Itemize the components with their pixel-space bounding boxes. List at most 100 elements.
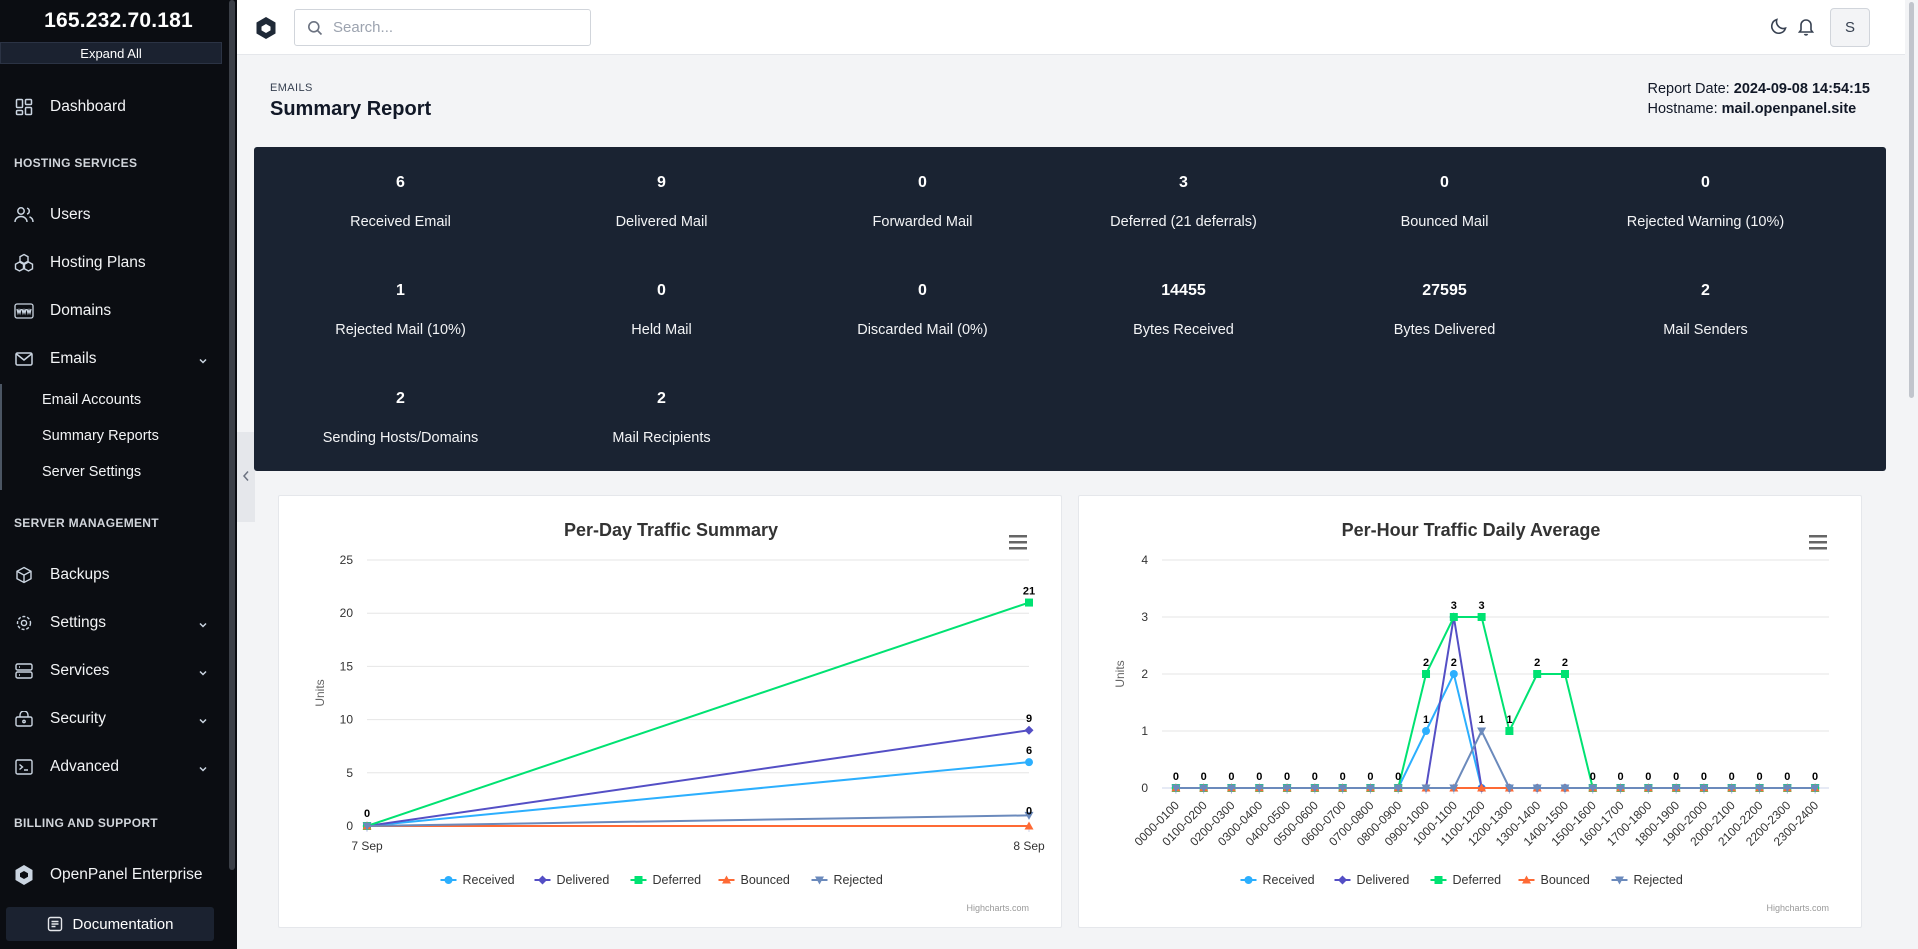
- legend-item-bounced[interactable]: Bounced: [718, 873, 790, 887]
- openpanel-logo[interactable]: [255, 16, 277, 45]
- data-point-deferred: [1505, 727, 1514, 735]
- stat-label: Rejected Mail (10%): [335, 322, 466, 338]
- bell-icon[interactable]: [1797, 17, 1815, 41]
- data-label: 9: [1026, 713, 1032, 725]
- www-icon: [14, 301, 34, 321]
- x-tick-label: 8 Sep: [1013, 839, 1045, 853]
- sidebar-item-server-settings[interactable]: Server Settings: [42, 464, 142, 480]
- data-label: 0: [1618, 771, 1624, 783]
- series-line-deferred: [1175, 616, 1816, 789]
- sidebar-item-advanced[interactable]: Advanced: [0, 749, 222, 785]
- chart-menu-icon[interactable]: [1009, 535, 1027, 550]
- data-label: 0: [1340, 771, 1346, 783]
- stat-value: 2: [657, 390, 666, 407]
- stat-value: 2: [1701, 282, 1710, 299]
- legend-item-received[interactable]: Received: [440, 873, 515, 887]
- legend-item-delivered[interactable]: Delivered: [534, 873, 610, 887]
- data-point-rejected: [1727, 784, 1737, 793]
- stat-value: 0: [657, 282, 666, 299]
- sidebar-item-emails[interactable]: Emails: [0, 341, 222, 377]
- sidebar-item-hosting-plans[interactable]: Hosting Plans: [0, 245, 222, 281]
- sidebar-item-dashboard[interactable]: Dashboard: [0, 89, 222, 125]
- legend-item-rejected[interactable]: Rejected: [1611, 873, 1683, 887]
- sidebar-item-settings[interactable]: Settings: [0, 605, 222, 641]
- section-hosting-services: HOSTING SERVICES: [14, 156, 138, 170]
- data-label: 6: [1026, 745, 1032, 757]
- stat-bytes-received: 14455 Bytes Received: [1053, 282, 1314, 338]
- sidebar-collapse-handle[interactable]: [237, 432, 255, 522]
- y-tick-label: 5: [346, 766, 353, 780]
- sidebar-item-domains[interactable]: Domains: [0, 293, 222, 329]
- search-icon: [307, 20, 323, 36]
- data-point-rejected: [1024, 811, 1034, 820]
- legend-item-delivered[interactable]: Delivered: [1334, 873, 1410, 887]
- y-tick-label: 1: [1141, 724, 1148, 738]
- topbar: S: [237, 0, 1905, 55]
- stat-forwarded-mail: 0 Forwarded Mail: [792, 174, 1053, 230]
- moon-icon[interactable]: [1770, 17, 1788, 40]
- y-tick-label: 2: [1141, 667, 1148, 681]
- documentation-label: Documentation: [72, 915, 174, 933]
- data-label: 2: [1423, 657, 1429, 669]
- sidebar-item-security[interactable]: Security: [0, 701, 222, 737]
- sidebar-label: Advanced: [50, 758, 119, 775]
- legend-item-deferred[interactable]: Deferred: [1430, 873, 1502, 887]
- data-point-rejected: [1532, 784, 1542, 793]
- per-day-chart-card: Per-Day Traffic Summary 0 5 10 15 20 25 Units 7 …: [278, 495, 1062, 928]
- y-tick-label: 20: [340, 606, 354, 620]
- legend-marker: [722, 875, 731, 884]
- sidebar-label: Hosting Plans: [50, 254, 146, 271]
- report-meta: Report Date: 2024-09-08 14:54:15 Hostnam…: [1648, 79, 1871, 119]
- legend-item-bounced[interactable]: Bounced: [1518, 873, 1590, 887]
- search-box[interactable]: [294, 9, 591, 46]
- data-label: 0: [1784, 771, 1790, 783]
- report-date: 2024-09-08 14:54:15: [1733, 81, 1870, 97]
- search-input[interactable]: [333, 19, 563, 36]
- data-label: 2: [1534, 657, 1540, 669]
- data-point-rejected: [1560, 784, 1570, 793]
- sidebar-item-openpanel-enterprise[interactable]: OpenPanel Enterprise: [0, 857, 222, 893]
- data-point-rejected: [1810, 784, 1820, 793]
- y-tick-label: 25: [340, 553, 354, 567]
- data-label: 0: [1756, 771, 1762, 783]
- data-point-rejected: [1616, 784, 1626, 793]
- legend-marker: [1615, 876, 1624, 885]
- sidebar-item-email-accounts[interactable]: Email Accounts: [42, 392, 142, 408]
- data-point-rejected: [1310, 784, 1320, 793]
- legend-item-deferred[interactable]: Deferred: [630, 873, 702, 887]
- stat-rejected-warning: 0 Rejected Warning (10%): [1575, 174, 1836, 230]
- terminal-icon: [14, 757, 34, 777]
- stat-label: Forwarded Mail: [872, 214, 973, 230]
- sidebar-item-services[interactable]: Services: [0, 653, 222, 689]
- legend-label: Received: [1263, 873, 1315, 887]
- sidebar-item-users[interactable]: Users: [0, 197, 222, 233]
- page-scrollbar[interactable]: [1905, 0, 1918, 949]
- x-tick-label: 7 Sep: [351, 839, 383, 853]
- series-line-received: [366, 761, 1030, 827]
- sidebar-item-summary-reports[interactable]: Summary Reports: [42, 428, 159, 444]
- dashboard-icon: [14, 97, 34, 117]
- chart-menu-icon[interactable]: [1809, 535, 1827, 550]
- stat-bounced-mail: 0 Bounced Mail: [1314, 174, 1575, 230]
- legend-label: Deferred: [653, 873, 702, 887]
- documentation-button[interactable]: Documentation: [6, 907, 214, 941]
- y-axis-label: Units: [313, 679, 327, 706]
- user-avatar[interactable]: S: [1830, 8, 1870, 47]
- legend-marker: [1434, 876, 1443, 884]
- data-label: 0: [1201, 771, 1207, 783]
- data-label: 0: [1701, 771, 1707, 783]
- sidebar-item-backups[interactable]: Backups: [0, 557, 222, 593]
- legend-item-received[interactable]: Received: [1240, 873, 1315, 887]
- data-point-rejected: [362, 822, 372, 831]
- data-point-deferred: [1449, 613, 1458, 621]
- sidebar-scrollbar[interactable]: [229, 0, 235, 870]
- stat-label: Bounced Mail: [1400, 214, 1489, 230]
- legend-label: Deferred: [1453, 873, 1502, 887]
- expand-all-button[interactable]: Expand All: [0, 42, 222, 64]
- y-tick-label: 4: [1141, 553, 1148, 567]
- y-tick-label: 10: [340, 713, 354, 727]
- series-line-delivered: [366, 729, 1030, 827]
- data-point-rejected: [1365, 784, 1375, 793]
- sidebar-label: Backups: [50, 566, 110, 583]
- legend-item-rejected[interactable]: Rejected: [811, 873, 883, 887]
